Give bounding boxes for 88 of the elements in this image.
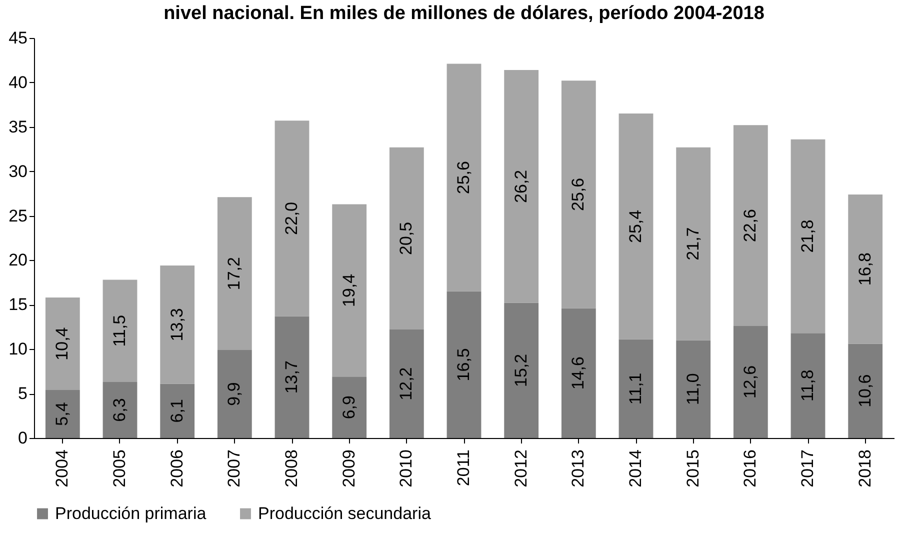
- bar: [217, 197, 252, 350]
- bar: [733, 326, 768, 438]
- bar: [160, 384, 195, 438]
- bar: [217, 350, 252, 438]
- x-tick-label: 2017: [798, 450, 817, 488]
- legend-label: Producción secundaria: [258, 504, 432, 523]
- bar: [102, 280, 138, 382]
- data-label: 21,8: [798, 220, 817, 253]
- data-label: 12,2: [396, 367, 416, 400]
- bar: [504, 70, 539, 303]
- y-tick-label: 10: [8, 340, 28, 359]
- bar: [561, 80, 596, 308]
- x-tick-label: 2015: [683, 450, 702, 488]
- data-label: 11,8: [798, 370, 817, 402]
- data-label: 5,4: [52, 402, 72, 426]
- bar: [676, 147, 711, 340]
- data-label: 11,5: [110, 314, 129, 347]
- data-label: 13,7: [282, 360, 301, 394]
- data-label: 20,5: [396, 222, 416, 255]
- x-tick-label: 2006: [167, 450, 186, 488]
- bar: [790, 333, 826, 438]
- x-tick-label: 2018: [855, 450, 874, 488]
- y-tick-label: 35: [8, 117, 28, 136]
- x-tick-label: 2011: [454, 450, 473, 486]
- bar: [274, 120, 310, 316]
- y-tick-label: 20: [8, 250, 28, 270]
- data-label: 11,0: [683, 373, 702, 406]
- bar: [618, 339, 654, 438]
- data-label: 16,8: [855, 252, 874, 286]
- data-label: 17,2: [224, 257, 244, 290]
- data-label: 12,6: [740, 365, 760, 399]
- y-tick-label: 25: [8, 206, 28, 226]
- x-tick-label: 2004: [52, 450, 72, 488]
- bar: [848, 344, 883, 438]
- x-tick-label: 2009: [339, 450, 358, 488]
- bar: [504, 302, 539, 438]
- data-label: 21,7: [683, 227, 702, 260]
- data-label: 25,6: [454, 161, 473, 194]
- data-label: 26,2: [511, 170, 530, 203]
- y-tick-label: 5: [18, 384, 28, 404]
- data-label: 16,5: [454, 348, 473, 382]
- bar: [676, 340, 711, 438]
- bar: [160, 266, 195, 384]
- data-label: 14,6: [568, 356, 588, 390]
- data-label: 22,6: [740, 209, 760, 242]
- y-tick-label: 0: [18, 428, 28, 448]
- data-label: 6,1: [167, 399, 186, 423]
- bar: [332, 204, 367, 377]
- data-label: 10,6: [855, 374, 874, 408]
- bar: [274, 316, 310, 438]
- data-label: 22,0: [282, 202, 301, 235]
- bar: [733, 125, 768, 326]
- data-label: 6,3: [110, 398, 129, 422]
- bar: [618, 114, 654, 340]
- data-label: 11,1: [626, 372, 645, 405]
- y-tick-label: 30: [8, 162, 28, 181]
- legend-label: Producción primaria: [55, 504, 207, 523]
- data-label: 25,6: [568, 178, 588, 211]
- data-label: 6,9: [339, 396, 358, 420]
- x-tick-label: 2016: [740, 450, 760, 488]
- bar: [848, 194, 883, 344]
- data-label: 25,4: [626, 210, 645, 243]
- y-tick-label: 45: [8, 28, 28, 48]
- bar: [389, 147, 424, 330]
- bar: [389, 330, 424, 438]
- x-tick-label: 2005: [110, 450, 129, 488]
- data-label: 9,9: [224, 382, 244, 406]
- x-tick-label: 2012: [511, 450, 530, 488]
- x-tick-label: 2007: [224, 450, 244, 488]
- bar: [446, 291, 482, 438]
- bar: [446, 64, 482, 292]
- bar: [790, 139, 826, 334]
- bar: [102, 382, 138, 438]
- y-tick-label: 15: [8, 295, 28, 314]
- data-label: 13,3: [167, 308, 186, 342]
- data-label: 19,4: [339, 274, 358, 307]
- data-label: 10,4: [52, 327, 72, 360]
- data-label: 15,2: [511, 354, 530, 387]
- y-tick-label: 40: [8, 72, 28, 92]
- chart-title: nivel nacional. En miles de millones de dólares, período 2004-2018: [164, 3, 764, 24]
- x-tick-label: 2008: [282, 450, 301, 488]
- x-tick-label: 2013: [568, 450, 588, 488]
- x-tick-label: 2014: [626, 450, 645, 488]
- bar: [45, 298, 80, 390]
- bar: [561, 308, 596, 438]
- bar: [332, 376, 367, 438]
- x-tick-label: 2010: [396, 450, 416, 488]
- bar: [45, 390, 80, 438]
